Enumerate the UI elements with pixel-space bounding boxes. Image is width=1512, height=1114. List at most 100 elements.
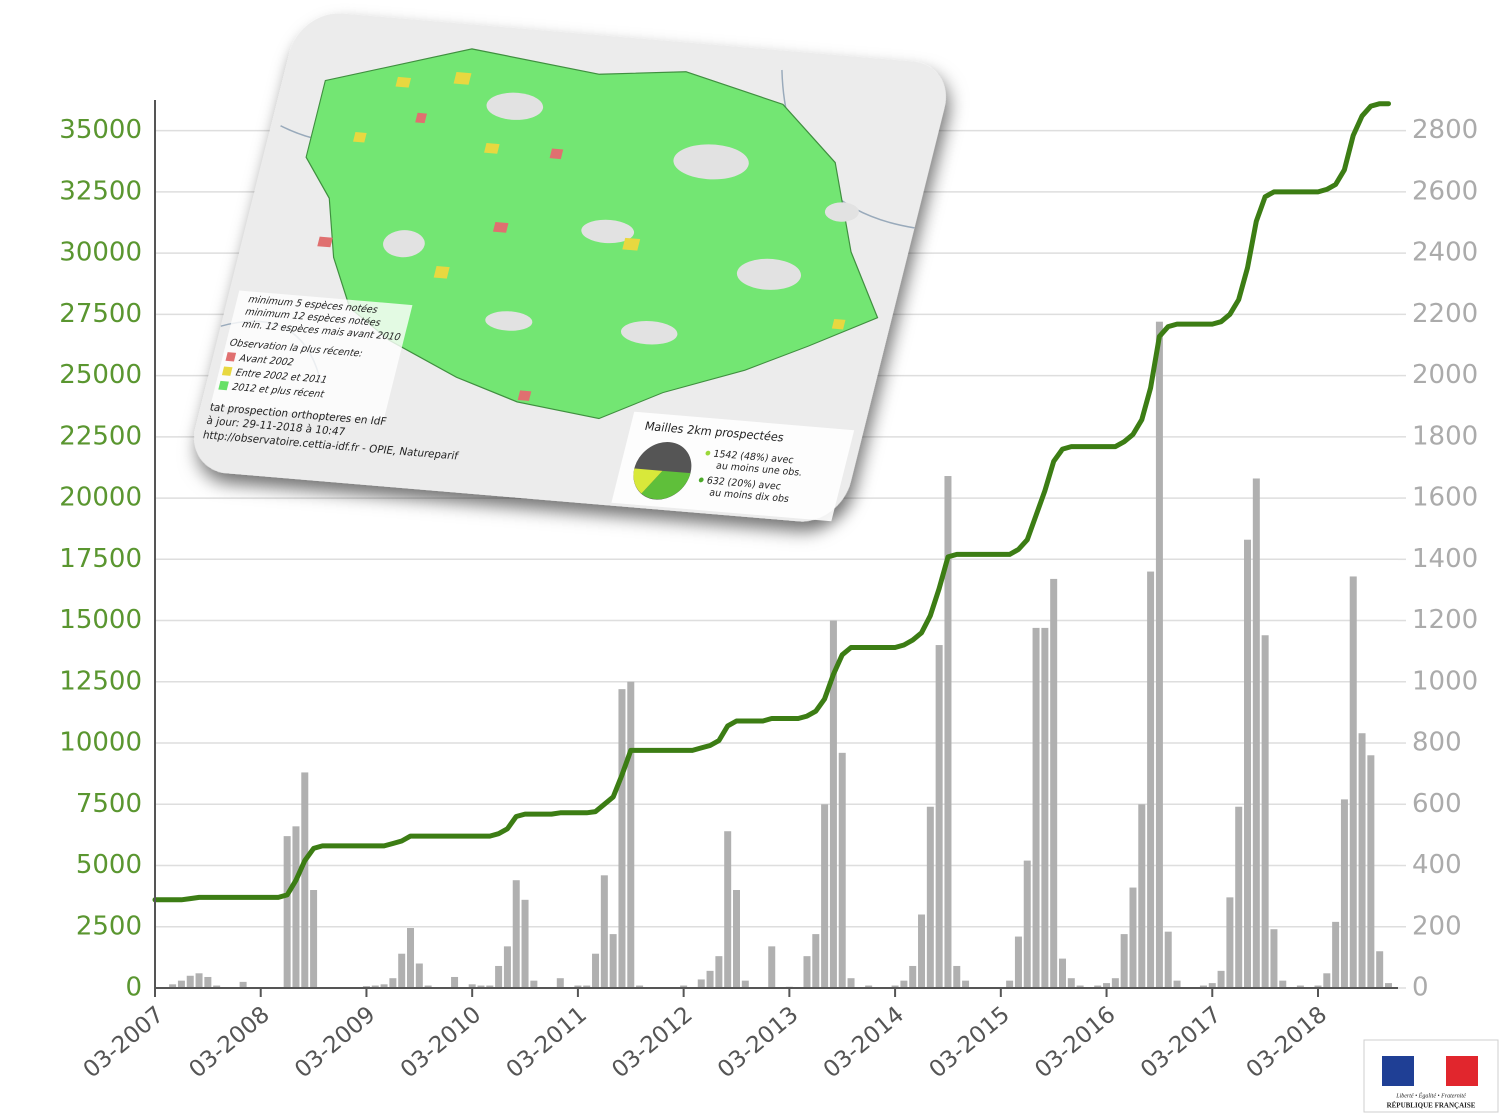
bar — [1376, 951, 1383, 988]
y2-tick-label: 0 — [1412, 973, 1429, 1003]
bar — [936, 645, 943, 988]
bar — [1367, 755, 1374, 988]
bar — [1279, 981, 1286, 988]
x-tick-label: 03-2007 — [79, 1002, 169, 1084]
bar — [1235, 807, 1242, 988]
bar — [416, 964, 423, 988]
bar — [1041, 628, 1048, 988]
y2-tick-label: 2800 — [1412, 115, 1478, 145]
bar — [187, 976, 194, 988]
bar — [284, 836, 291, 988]
bar — [592, 954, 599, 988]
bar — [839, 753, 846, 988]
y2-tick-label: 1800 — [1412, 421, 1478, 451]
bar — [1332, 922, 1339, 988]
y2-tick-label: 2600 — [1412, 176, 1478, 206]
bar — [301, 772, 308, 988]
x-tick-label: 03-2017 — [1136, 1002, 1226, 1084]
y-tick-label: 17500 — [59, 544, 142, 574]
x-tick-label: 03-2013 — [713, 1002, 803, 1084]
logo-name: RÉPUBLIQUE FRANÇAISE — [1387, 1102, 1476, 1110]
bar — [1323, 973, 1330, 988]
bar — [1068, 978, 1075, 988]
bar — [821, 804, 828, 988]
y2-tick-label: 800 — [1412, 728, 1462, 758]
bar — [1350, 576, 1357, 988]
y-tick-label: 10000 — [59, 728, 142, 758]
bar — [944, 476, 951, 988]
bar — [292, 826, 299, 988]
bar — [848, 978, 855, 988]
bar — [812, 934, 819, 988]
page: {"chart_data": {"type": "combo", "x": ["… — [0, 0, 1512, 1114]
bar — [1033, 628, 1040, 988]
bar — [398, 954, 405, 988]
bar — [1226, 897, 1233, 988]
bar — [918, 915, 925, 988]
bar — [407, 928, 414, 988]
bar — [698, 979, 705, 988]
bar — [1341, 799, 1348, 988]
bar — [610, 934, 617, 988]
x-tick-label: 03-2014 — [819, 1002, 909, 1084]
y2-tick-label: 600 — [1412, 789, 1462, 819]
bar — [627, 682, 634, 988]
y-tick-label: 15000 — [59, 605, 142, 635]
bar — [962, 981, 969, 988]
bar — [733, 890, 740, 988]
y2-tick-label: 2000 — [1412, 360, 1478, 390]
x-tick-label: 03-2011 — [502, 1002, 592, 1084]
bar — [768, 946, 775, 988]
bar — [927, 807, 934, 988]
bar — [909, 966, 916, 988]
bar — [1121, 934, 1128, 988]
y2-tick-label: 2200 — [1412, 299, 1478, 329]
bar — [715, 956, 722, 988]
bar — [1138, 804, 1145, 988]
x-tick-label: 03-2010 — [396, 1002, 486, 1084]
x-tick-label: 03-2016 — [1030, 1002, 1120, 1084]
flag-white — [1414, 1056, 1446, 1086]
bar — [742, 981, 749, 988]
bar — [1059, 959, 1066, 988]
y-tick-label: 0 — [125, 973, 142, 1003]
bar — [522, 900, 529, 988]
y2-tick-label: 400 — [1412, 850, 1462, 880]
bar — [1112, 978, 1119, 988]
bar — [513, 880, 520, 988]
x-tick-label: 03-2015 — [925, 1002, 1015, 1084]
x-tick-label: 03-2018 — [1242, 1002, 1332, 1084]
bar — [495, 966, 502, 988]
bar — [1165, 932, 1172, 988]
bar — [1006, 981, 1013, 988]
y-tick-label: 25000 — [59, 360, 142, 390]
bar — [310, 890, 317, 988]
bar — [1253, 478, 1260, 988]
bar — [724, 831, 731, 988]
y-tick-label: 27500 — [59, 299, 142, 329]
bar — [1262, 635, 1269, 988]
bar — [1147, 572, 1154, 988]
flag-blue — [1382, 1056, 1414, 1086]
bar — [1174, 981, 1181, 988]
y2-tick-label: 200 — [1412, 911, 1462, 941]
bar — [389, 978, 396, 988]
flag-red — [1446, 1056, 1478, 1086]
bar — [1359, 733, 1366, 988]
y-tick-label: 12500 — [59, 666, 142, 696]
y-tick-label: 32500 — [59, 176, 142, 206]
y-tick-label: 7500 — [76, 789, 142, 819]
y2-tick-label: 1200 — [1412, 605, 1478, 635]
bar — [1129, 888, 1136, 988]
bar — [1218, 971, 1225, 988]
y2-tick-label: 1400 — [1412, 544, 1478, 574]
bar — [618, 689, 625, 988]
bar — [803, 956, 810, 988]
bar — [900, 981, 907, 988]
bar — [1156, 322, 1163, 988]
y-tick-label: 35000 — [59, 115, 142, 145]
bar — [1270, 929, 1277, 988]
bar — [1050, 579, 1057, 988]
bar — [557, 978, 564, 988]
bar — [601, 875, 608, 988]
